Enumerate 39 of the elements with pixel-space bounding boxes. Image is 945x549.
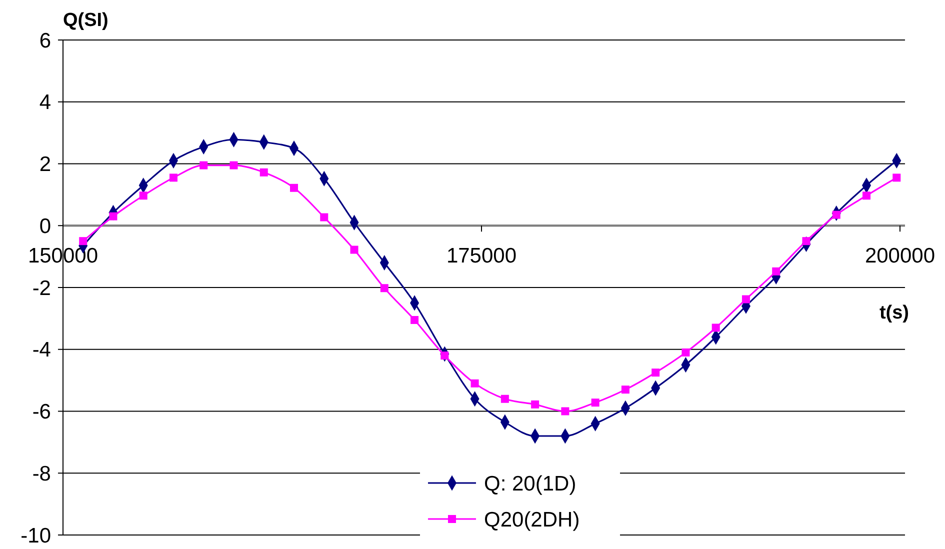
point [169,174,178,182]
point [470,379,479,388]
point [652,368,660,377]
x-tick-label: 175000 [446,244,517,268]
y-tick-label: -2 [32,276,51,300]
point [712,324,720,332]
point [139,192,148,200]
y-axis-title: Q(SI) [63,10,108,31]
y-tick-label: 6 [39,29,51,52]
point [621,386,630,394]
point [410,316,419,324]
y-tick-label: -10 [20,524,51,548]
y-tick-label: -8 [32,462,51,486]
point [230,161,238,170]
point [260,168,268,176]
point [320,213,328,222]
point [682,348,690,356]
y-tick-label: -6 [32,400,51,424]
legend-label: Q: 20(1D) [484,472,576,496]
legend-label: Q20(2DH) [484,508,580,532]
point [500,394,509,403]
point [892,174,901,182]
point [200,161,208,170]
point [772,267,780,276]
point [561,407,570,416]
point [79,237,88,246]
point [380,284,388,292]
y-tick-label: -4 [32,338,52,362]
x-axis-title: t(s) [879,302,909,324]
x-tick-label: 200000 [864,244,936,268]
y-tick-label: 0 [39,214,51,238]
point [290,184,298,192]
y-tick-label: 2 [39,153,51,176]
point [862,192,870,200]
point [742,295,750,304]
point [531,400,540,408]
y-tick-label: 4 [39,91,52,114]
point [350,246,358,254]
point [591,398,600,407]
